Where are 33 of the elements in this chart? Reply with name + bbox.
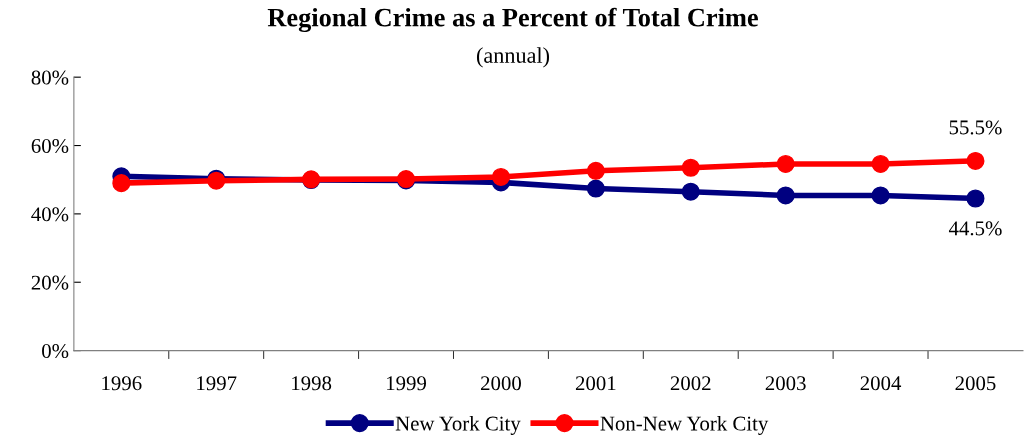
point	[776, 154, 795, 174]
y-tick-label: 0%	[42, 343, 69, 359]
x-tick-label: 2005	[955, 376, 996, 391]
point	[966, 189, 985, 208]
point	[871, 154, 890, 174]
y-tick-label: 80%	[31, 70, 69, 85]
y-tick-label: 20%	[31, 275, 69, 290]
x-tick-label: 1997	[197, 376, 237, 391]
x-tick-label: 2002	[670, 376, 711, 391]
data-label: 55.5%	[949, 120, 1002, 135]
legend-label: New York City	[395, 415, 521, 435]
legend-label: Non-New York City	[600, 415, 769, 435]
point	[681, 158, 700, 177]
point	[681, 182, 700, 201]
x-tick-label: 2003	[765, 376, 806, 391]
point	[112, 174, 131, 193]
x-tick-label: 2004	[860, 376, 902, 391]
point	[776, 186, 795, 205]
x-tick-label: 2001	[575, 376, 616, 391]
point	[586, 161, 605, 180]
chart-title: Regional Crime as a Percent of Total Crime	[267, 7, 758, 33]
x-tick-label: 1996	[102, 376, 142, 391]
y-tick-label: 40%	[31, 207, 69, 222]
x-tick-label: 1999	[387, 376, 427, 391]
point	[491, 167, 510, 187]
point	[966, 151, 985, 170]
x-tick-label: 2000	[481, 376, 521, 391]
y-tick-label: 60%	[31, 138, 69, 154]
chart-subtitle: (annual)	[476, 47, 550, 68]
x-tick-label: 1998	[292, 376, 332, 391]
point	[586, 179, 605, 198]
point	[871, 186, 890, 205]
data-label: 44.5%	[948, 221, 1002, 236]
